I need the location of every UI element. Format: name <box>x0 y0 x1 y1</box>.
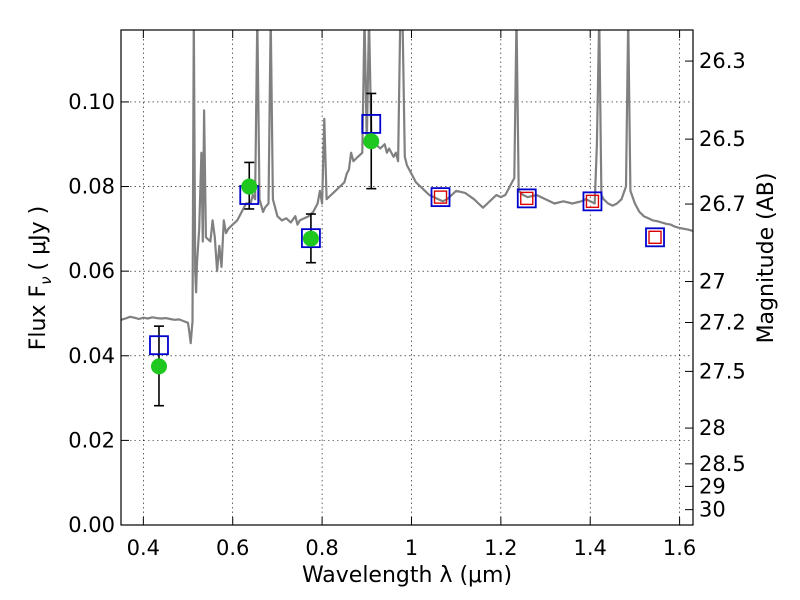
y-axis-label-left: Flux Fν ( μJy ) <box>26 206 55 350</box>
svg-text:Magnitude (AB): Magnitude (AB) <box>754 173 779 344</box>
model-square-marker <box>516 188 537 209</box>
x-axis-label: Wavelength λ (μm) <box>302 563 512 588</box>
tick-marks <box>121 30 693 526</box>
y-axis-label-sub: ν <box>37 276 55 284</box>
y-axis-label-right: Magnitude (AB) <box>754 173 779 344</box>
model-square-marker <box>149 335 169 356</box>
right-tick-label: 28.5 <box>699 452 746 476</box>
x-tick-label: 0.8 <box>305 536 338 560</box>
model-square-marker <box>361 114 382 134</box>
model-square-marker <box>301 228 321 249</box>
y-tick-label: 0.08 <box>68 175 115 199</box>
model-spectrum-line <box>121 30 693 345</box>
right-tick-label: 26.5 <box>699 127 746 151</box>
x-tick-label: 1 <box>405 536 418 560</box>
observed-flux-point <box>302 230 319 247</box>
model-square-marker <box>645 227 665 248</box>
spectrum-layer <box>121 30 693 345</box>
right-tick-label: 29 <box>699 474 726 498</box>
plot-frame <box>120 29 694 526</box>
y-tick-label: 0.02 <box>68 428 115 452</box>
x-tick-label: 1.2 <box>484 536 517 560</box>
right-tick-label: 27.5 <box>699 359 746 383</box>
right-tick-label: 28 <box>699 416 726 440</box>
points-layer <box>149 92 665 407</box>
right-tick-label: 26.7 <box>699 192 746 216</box>
right-tick-label: 30 <box>699 498 726 522</box>
tick-labels: 0.4 0.6 0.8 1 1.2 1.4 1.6 0.00 0.02 0.04 0.06 0.08 0… <box>68 49 746 560</box>
right-tick-label: 27.2 <box>699 310 746 334</box>
limit-square-marker <box>433 190 448 204</box>
svg-text:Flux Fν( μJy ): Flux Fν ( μJy ) <box>26 206 55 350</box>
right-tick-label: 26.3 <box>699 49 746 73</box>
observed-flux-point <box>241 178 258 195</box>
x-tick-label: 0.6 <box>216 536 249 560</box>
limit-square-marker <box>585 194 600 209</box>
x-tick-label: 0.4 <box>127 536 160 560</box>
y-tick-label: 0.00 <box>68 513 115 537</box>
observed-flux-point <box>363 133 380 150</box>
y-axis-label-unit: ( μJy ) <box>26 206 51 271</box>
y-tick-label: 0.06 <box>68 259 115 283</box>
x-tick-label: 1.4 <box>574 536 607 560</box>
x-tick-label: 1.6 <box>663 536 696 560</box>
y-axis-label-main: Flux F <box>26 285 51 350</box>
y-tick-label: 0.10 <box>68 90 115 114</box>
model-square-marker <box>582 191 603 212</box>
model-square-marker <box>430 187 451 208</box>
limit-square-marker <box>520 191 534 206</box>
y-tick-label: 0.04 <box>68 344 115 368</box>
right-tick-label: 27 <box>699 270 726 294</box>
observed-flux-point <box>150 358 167 375</box>
limit-square-marker <box>648 230 662 245</box>
